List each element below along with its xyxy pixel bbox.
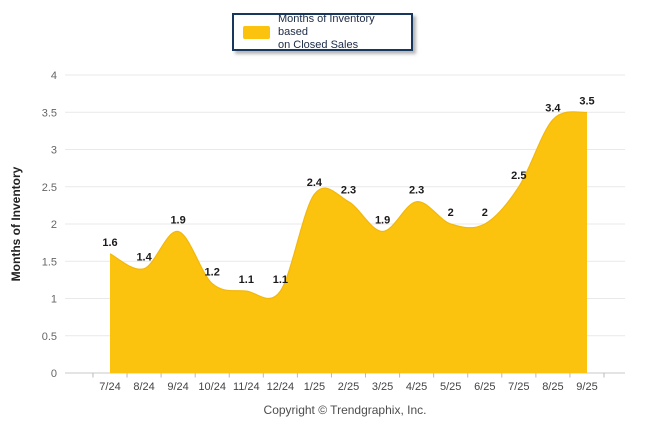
- copyright-text: Copyright © Trendgraphix, Inc.: [263, 403, 427, 417]
- svg-text:9/25: 9/25: [576, 381, 597, 393]
- svg-text:3/25: 3/25: [372, 381, 393, 393]
- area-top-edge: [109, 111, 588, 300]
- x-axis-ticks: [92, 373, 605, 378]
- legend-label-line2: on Closed Sales: [278, 38, 359, 51]
- svg-text:4: 4: [51, 70, 57, 82]
- svg-text:1.4: 1.4: [136, 252, 152, 264]
- area-shape: [110, 111, 587, 374]
- svg-text:12/24: 12/24: [267, 381, 295, 393]
- svg-text:8/24: 8/24: [133, 381, 154, 393]
- svg-text:3.5: 3.5: [579, 95, 594, 107]
- svg-text:1.9: 1.9: [170, 215, 185, 227]
- legend: Months of Inventory based on Closed Sale…: [232, 13, 413, 51]
- svg-text:2: 2: [448, 207, 454, 219]
- svg-text:3.5: 3.5: [42, 107, 57, 119]
- legend-label: Months of Inventory based on Closed Sale…: [278, 13, 407, 52]
- value-labels: 1.6 1.4 1.9 1.2 1.1 1.1 2.4 2.3 1.9 2.3 2 2 2.5 3.4 3.…: [102, 95, 594, 286]
- y-axis-title: Months of Inventory: [9, 166, 23, 282]
- svg-text:1.5: 1.5: [42, 256, 57, 268]
- svg-text:6/25: 6/25: [474, 381, 495, 393]
- svg-text:7/25: 7/25: [508, 381, 529, 393]
- svg-text:8/25: 8/25: [542, 381, 563, 393]
- svg-text:2.3: 2.3: [409, 185, 424, 197]
- svg-text:3.4: 3.4: [545, 103, 561, 115]
- legend-swatch-icon: [243, 25, 270, 39]
- svg-text:3: 3: [51, 145, 57, 157]
- svg-text:2: 2: [51, 219, 57, 231]
- svg-text:2.5: 2.5: [511, 170, 526, 182]
- svg-text:1.9: 1.9: [375, 215, 390, 227]
- svg-text:0: 0: [51, 368, 57, 380]
- svg-text:5/25: 5/25: [440, 381, 461, 393]
- svg-text:2: 2: [482, 207, 488, 219]
- y-axis-tick-labels: 0 0.5 1 1.5 2 2.5 3 3.5 4: [42, 70, 57, 380]
- svg-text:2.4: 2.4: [307, 177, 323, 189]
- svg-text:1.1: 1.1: [239, 274, 254, 286]
- svg-text:0.5: 0.5: [42, 331, 57, 343]
- svg-text:9/24: 9/24: [167, 381, 188, 393]
- svg-text:1.2: 1.2: [205, 267, 220, 279]
- svg-text:2/25: 2/25: [338, 381, 359, 393]
- svg-text:11/24: 11/24: [233, 381, 260, 393]
- svg-text:1.1: 1.1: [273, 274, 288, 286]
- svg-text:2.3: 2.3: [341, 185, 356, 197]
- svg-text:1.6: 1.6: [102, 237, 117, 249]
- svg-text:7/24: 7/24: [99, 381, 120, 393]
- x-axis-tick-labels: 7/24 8/24 9/24 10/24 11/24 12/24 1/25 2/25 3/25 4…: [99, 381, 597, 393]
- svg-text:1: 1: [51, 294, 57, 306]
- svg-text:1/25: 1/25: [304, 381, 325, 393]
- svg-text:2.5: 2.5: [42, 182, 57, 194]
- svg-text:4/25: 4/25: [406, 381, 427, 393]
- svg-text:10/24: 10/24: [198, 381, 226, 393]
- legend-label-line1: Months of Inventory based: [278, 12, 375, 38]
